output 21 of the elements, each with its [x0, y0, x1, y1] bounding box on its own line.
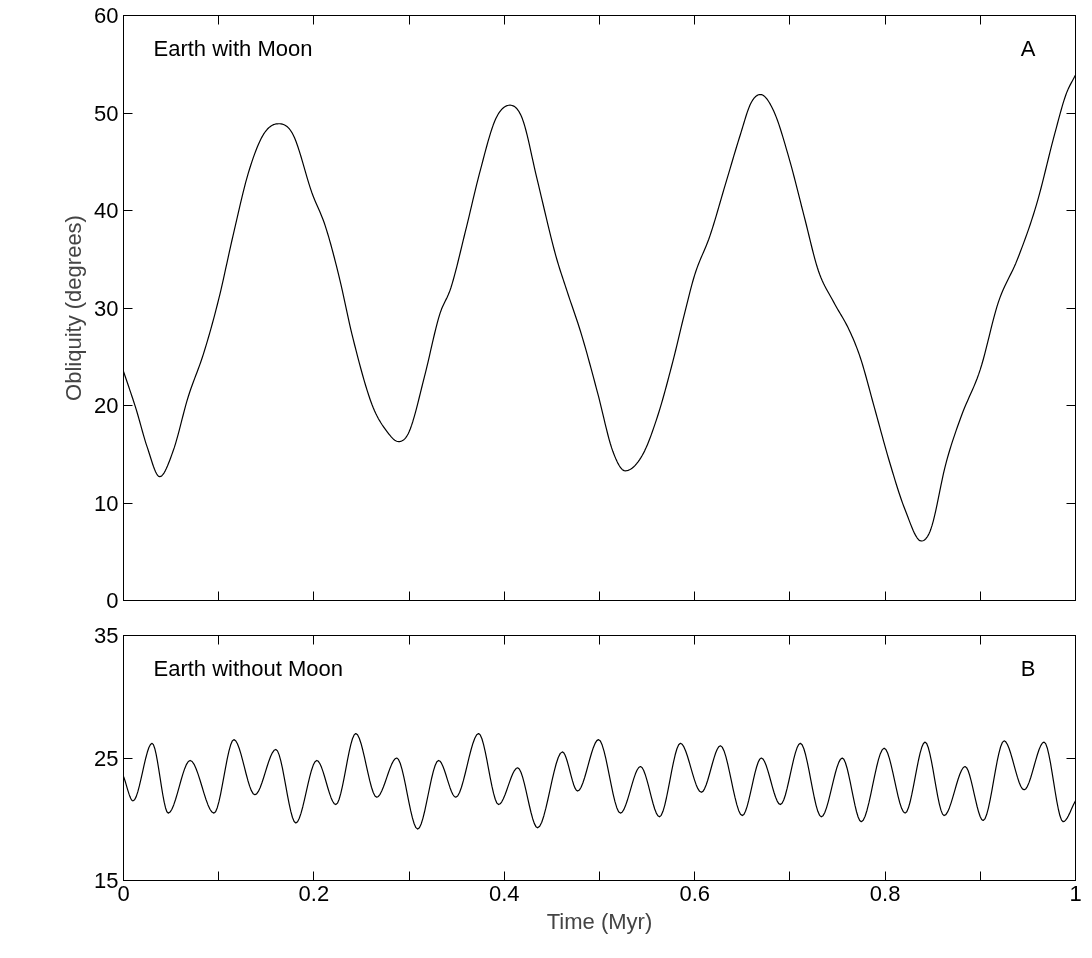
x-tick-label: 0.6 [679, 880, 710, 906]
x-tick-label: 0.8 [869, 880, 901, 906]
y-tick-label: 15 [94, 868, 119, 893]
y-tick-label: 10 [94, 490, 119, 516]
y-tick-label: 0 [106, 588, 119, 613]
x-axis-title: Time (Myr) [546, 908, 653, 934]
y-axis-title: Obliquity (degrees) [61, 215, 87, 401]
y-tick-label: 35 [94, 623, 119, 648]
annotation: B [1020, 655, 1036, 681]
y-tick-label: 50 [94, 100, 119, 126]
y-tick-label: 40 [94, 198, 119, 223]
annotation: Earth without Moon [153, 655, 344, 681]
y-tick-label: 60 [94, 3, 119, 28]
annotation: Earth with Moon [153, 35, 313, 61]
y-tick-label: 20 [94, 393, 119, 418]
x-tick-label: 0.4 [489, 880, 520, 906]
y-tick-label: 25 [94, 745, 119, 771]
y-tick-label: 30 [94, 295, 119, 321]
x-tick-label: 0.2 [298, 880, 330, 906]
annotation: A [1020, 35, 1036, 61]
x-tick-label: 1 [1069, 880, 1082, 906]
